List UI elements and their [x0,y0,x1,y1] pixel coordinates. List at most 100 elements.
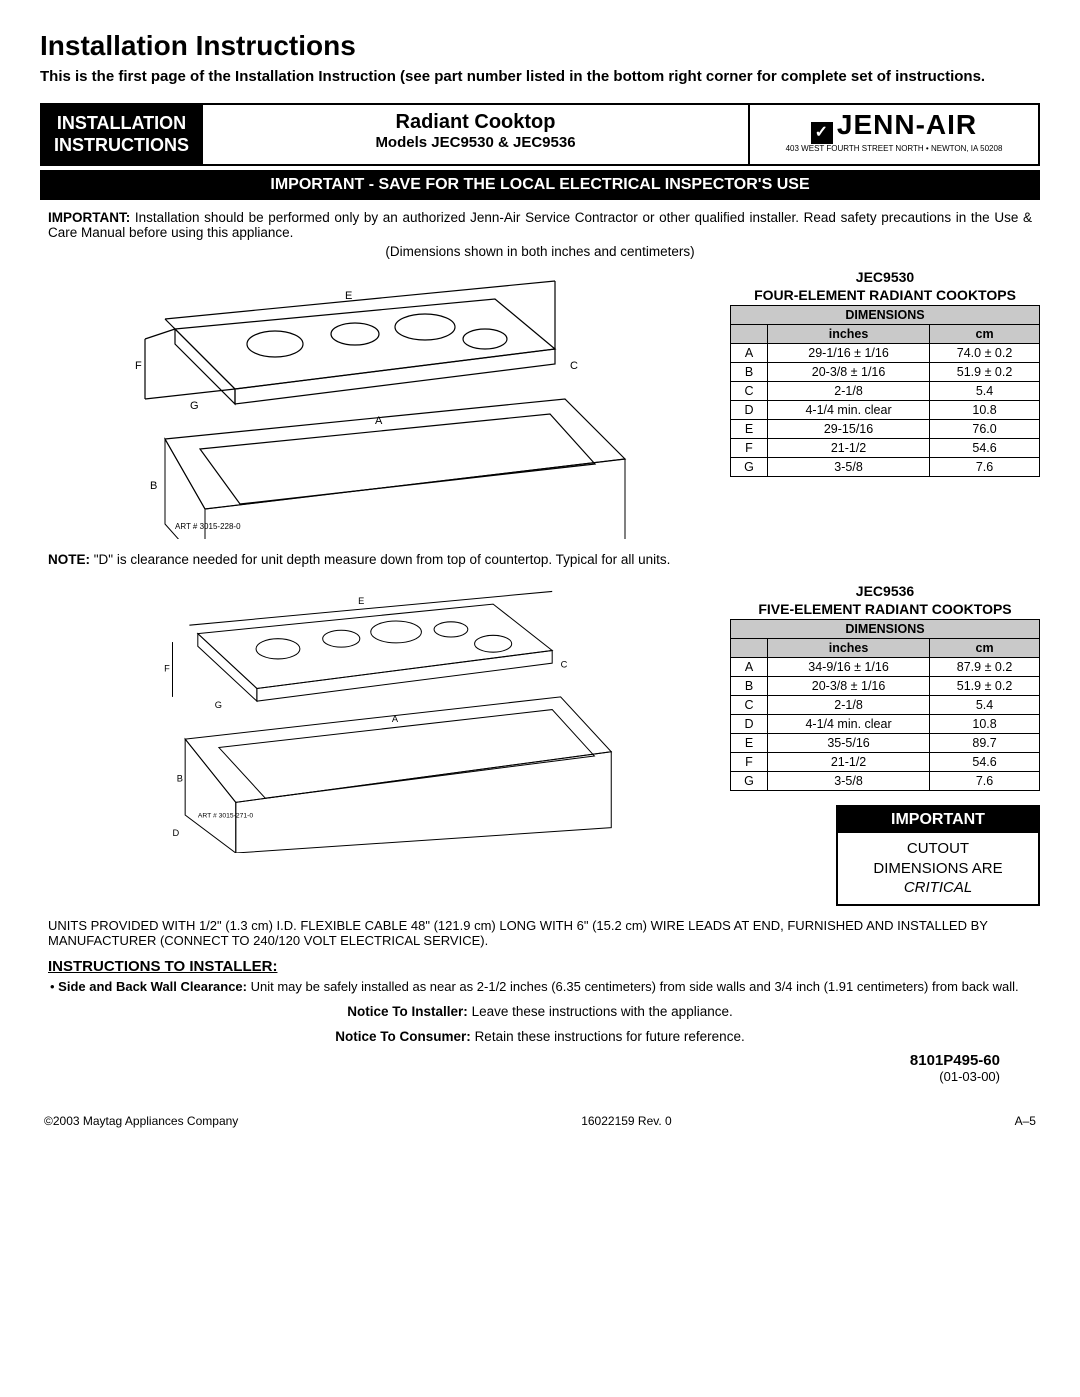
t2-cm: cm [930,639,1040,658]
bullet1-text: Unit may be safely installed as near as … [251,979,1019,994]
footer-left: ©2003 Maytag Appliances Company [44,1114,238,1128]
svg-text:ART # 3015-271-0: ART # 3015-271-0 [198,813,254,820]
table-cell: A [731,344,768,363]
table-cell: 10.8 [930,715,1040,734]
header-black-l1: INSTALLATION [54,113,189,135]
header-mid-l2: Models JEC9530 & JEC9536 [213,134,738,151]
table-cell: 20-3/8 ± 1/16 [768,363,930,382]
brand-text: JENN-AIR [837,109,977,140]
svg-text:E: E [345,290,352,302]
table-row: C2-1/85.4 [731,696,1040,715]
table-cell: 74.0 ± 0.2 [930,344,1040,363]
cooktop-diagram-icon: E F G A B D C ART # 3015-228-0 [40,269,710,539]
svg-text:B: B [150,480,157,492]
table-cell: D [731,715,768,734]
callout-l3: CRITICAL [842,878,1034,898]
callout-l1: CUTOUT [842,839,1034,859]
table-row: C2-1/85.4 [731,382,1040,401]
table-row: D4-1/4 min. clear10.8 [731,401,1040,420]
header-black-l2: INSTRUCTIONS [54,135,189,157]
brand-name: ✓JENN-AIR [764,109,1024,144]
svg-text:A: A [375,415,383,427]
svg-text:G: G [190,400,199,412]
svg-text:F: F [164,664,170,674]
dimensions-table-1: DIMENSIONS inches cm A29-1/16 ± 1/1674.0… [730,305,1040,477]
important-body: Installation should be performed only by… [48,210,1032,240]
table-cell: F [731,439,768,458]
table-cell: 54.6 [930,753,1040,772]
table-row: A29-1/16 ± 1/1674.0 ± 0.2 [731,344,1040,363]
note-d: NOTE: "D" is clearance needed for unit d… [48,552,1032,567]
table-row: E29-15/1676.0 [731,420,1040,439]
table-row: D4-1/4 min. clear10.8 [731,715,1040,734]
t2-dim-label: DIMENSIONS [731,620,1040,639]
section-jec9530: E F G A B D C ART # 3015-228-0 JEC9530 F… [40,269,1040,544]
table-cell: B [731,363,768,382]
table-cell: 5.4 [930,382,1040,401]
table-row: B20-3/8 ± 1/1651.9 ± 0.2 [731,677,1040,696]
table-cell: 29-15/16 [768,420,930,439]
part-date: (01-03-00) [40,1069,1000,1084]
t1-blank [731,325,768,344]
footer-mid: 16022159 Rev. 0 [581,1114,672,1128]
diagram-jec9530: E F G A B D C ART # 3015-228-0 [40,269,710,544]
table-cell: 51.9 ± 0.2 [930,363,1040,382]
table2-subtitle: FIVE-ELEMENT RADIANT COOKTOPS [730,601,1040,617]
header-brand-box: ✓JENN-AIR 403 WEST FOURTH STREET NORTH •… [750,105,1038,164]
table-cell: 51.9 ± 0.2 [930,677,1040,696]
table-cell: E [731,420,768,439]
table2-col: JEC9536 FIVE-ELEMENT RADIANT COOKTOPS DI… [730,583,1040,906]
table-row: B20-3/8 ± 1/1651.9 ± 0.2 [731,363,1040,382]
units-provided-text: UNITS PROVIDED WITH 1/2" (1.3 cm) I.D. F… [48,918,1032,948]
svg-text:B: B [177,773,183,783]
table-cell: 29-1/16 ± 1/16 [768,344,930,363]
table-cell: 2-1/8 [768,696,930,715]
footer-right: A–5 [1015,1114,1036,1128]
table-cell: B [731,677,768,696]
t1-inches: inches [768,325,930,344]
notice2-label: Notice To Consumer: [335,1029,471,1044]
table-cell: 4-1/4 min. clear [768,401,930,420]
table-cell: 20-3/8 ± 1/16 [768,677,930,696]
dimensions-note: (Dimensions shown in both inches and cen… [40,244,1040,259]
svg-text:E: E [358,596,364,606]
t2-blank [731,639,768,658]
table-cell: F [731,753,768,772]
part-number: 8101P495-60 [40,1052,1000,1069]
table-cell: 35-5/16 [768,734,930,753]
important-callout: IMPORTANT CUTOUT DIMENSIONS ARE CRITICAL [836,805,1040,906]
table-cell: 4-1/4 min. clear [768,715,930,734]
page-footer: ©2003 Maytag Appliances Company 16022159… [40,1114,1040,1128]
table-cell: 89.7 [930,734,1040,753]
table-cell: 21-1/2 [768,753,930,772]
callout-body: CUTOUT DIMENSIONS ARE CRITICAL [838,833,1038,904]
page-title: Installation Instructions [40,30,1040,62]
intro-text: This is the first page of the Installati… [40,68,1040,85]
table2-model: JEC9536 [730,583,1040,599]
notice-consumer: Notice To Consumer: Retain these instruc… [40,1029,1040,1044]
notice1-label: Notice To Installer: [347,1004,468,1019]
svg-text:A: A [392,714,399,724]
table-cell: 3-5/8 [768,458,930,477]
brand-address: 403 WEST FOURTH STREET NORTH • NEWTON, I… [764,144,1024,153]
section-jec9536: E F G A B D C ART # 3015-271-0 JEC9536 F… [40,583,1040,906]
table-row: G3-5/87.6 [731,772,1040,791]
cooktop5-diagram-icon: E F G A B D C ART # 3015-271-0 [40,583,710,853]
table-cell: 7.6 [930,772,1040,791]
table-row: F21-1/254.6 [731,753,1040,772]
table-row: G3-5/87.6 [731,458,1040,477]
table-row: E35-5/1689.7 [731,734,1040,753]
table1-subtitle: FOUR-ELEMENT RADIANT COOKTOPS [730,287,1040,303]
table-cell: 34-9/16 ± 1/16 [768,658,930,677]
dimensions-table-2: DIMENSIONS inches cm A34-9/16 ± 1/1687.9… [730,619,1040,791]
svg-text:C: C [561,660,568,670]
instructions-header: INSTRUCTIONS TO INSTALLER: [48,958,1032,975]
table-cell: 54.6 [930,439,1040,458]
table-cell: 2-1/8 [768,382,930,401]
table-cell: 21-1/2 [768,439,930,458]
important-bar: IMPORTANT - SAVE FOR THE LOCAL ELECTRICA… [40,170,1040,200]
svg-text:ART # 3015-228-0: ART # 3015-228-0 [175,522,241,531]
table-cell: 10.8 [930,401,1040,420]
callout-header: IMPORTANT [838,807,1038,833]
notice2-text: Retain these instructions for future ref… [475,1029,745,1044]
